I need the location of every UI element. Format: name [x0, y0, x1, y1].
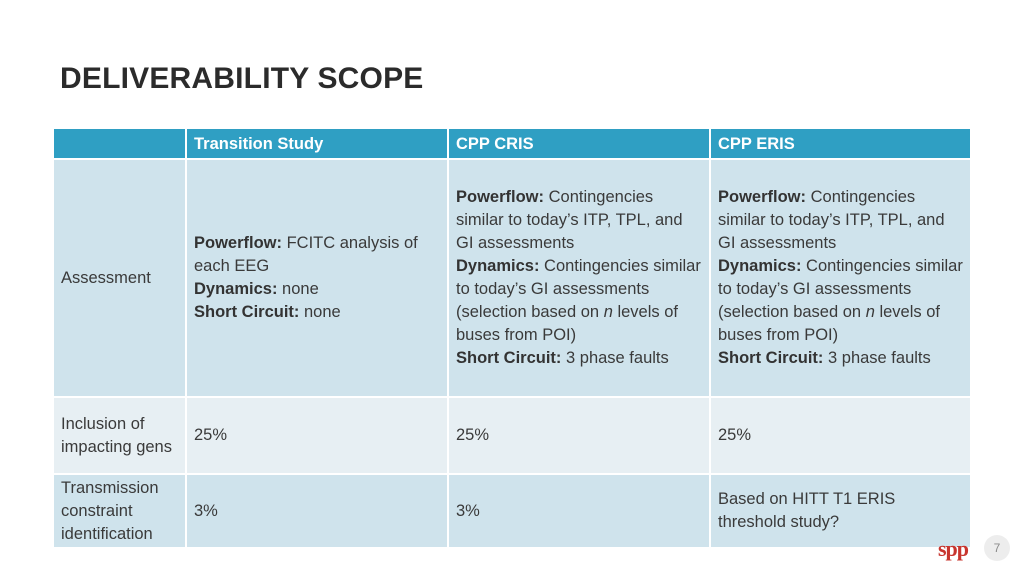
deliverability-table: Transition Study CPP CRIS CPP ERIS Asses…: [52, 127, 972, 549]
short-circuit-label: Short Circuit:: [718, 349, 824, 367]
cell-assessment-eris: Powerflow: Contingencies similar to toda…: [709, 158, 972, 398]
cell-inclusion-eris: 25%: [709, 396, 972, 475]
table-row-assessment: Assessment Powerflow: FCITC analysis of …: [52, 158, 972, 398]
short-circuit-text: 3 phase faults: [561, 349, 669, 367]
cell-assessment-cris: Powerflow: Contingencies similar to toda…: [447, 158, 711, 398]
dynamics-label: Dynamics:: [456, 257, 540, 275]
slide-title: DELIVERABILITY SCOPE: [60, 62, 424, 95]
dynamics-text-end: levels of buses from POI): [718, 303, 940, 344]
dynamics-n: n: [865, 303, 875, 321]
powerflow-text: Contingencies similar to today’s ITP, TP…: [718, 188, 945, 252]
table-row-transmission: Transmission constraint identification 3…: [52, 473, 972, 549]
page-number: 7: [984, 535, 1010, 561]
powerflow-label: Powerflow:: [456, 188, 545, 206]
dynamics-text: Contingencies similar to today’s GI asse…: [718, 257, 963, 321]
header-blank: [52, 127, 187, 160]
header-transition-study: Transition Study: [185, 127, 449, 160]
short-circuit-label: Short Circuit:: [456, 349, 562, 367]
table-row-inclusion: Inclusion of impacting gens 25% 25% 25%: [52, 396, 972, 475]
dynamics-text-end: levels of buses from POI): [456, 303, 678, 344]
cell-transmission-cris: 3%: [447, 473, 711, 549]
powerflow-label: Powerflow:: [194, 234, 283, 252]
cell-transmission-eris: Based on HITT T1 ERIS threshold study?: [709, 473, 972, 549]
row-label-assessment: Assessment: [52, 158, 187, 398]
powerflow-text: FCITC analysis of each EEG: [194, 234, 418, 275]
header-cpp-cris: CPP CRIS: [447, 127, 711, 160]
dynamics-label: Dynamics:: [194, 280, 278, 298]
short-circuit-label: Short Circuit:: [194, 303, 300, 321]
cell-inclusion-cris: 25%: [447, 396, 711, 475]
dynamics-label: Dynamics:: [718, 257, 802, 275]
spp-logo: spp: [938, 536, 969, 561]
short-circuit-text: none: [299, 303, 341, 321]
powerflow-text: Contingencies similar to today’s ITP, TP…: [456, 188, 683, 252]
header-cpp-eris: CPP ERIS: [709, 127, 972, 160]
row-label-inclusion: Inclusion of impacting gens: [52, 396, 187, 475]
cell-inclusion-transition: 25%: [185, 396, 449, 475]
dynamics-text: none: [277, 280, 319, 298]
cell-assessment-transition: Powerflow: FCITC analysis of each EEG Dy…: [185, 158, 449, 398]
short-circuit-text: 3 phase faults: [823, 349, 931, 367]
powerflow-label: Powerflow:: [718, 188, 807, 206]
dynamics-text: Contingencies similar to today’s GI asse…: [456, 257, 701, 321]
row-label-transmission: Transmission constraint identification: [52, 473, 187, 549]
dynamics-n: n: [603, 303, 613, 321]
cell-transmission-transition: 3%: [185, 473, 449, 549]
table-header-row: Transition Study CPP CRIS CPP ERIS: [52, 127, 972, 160]
